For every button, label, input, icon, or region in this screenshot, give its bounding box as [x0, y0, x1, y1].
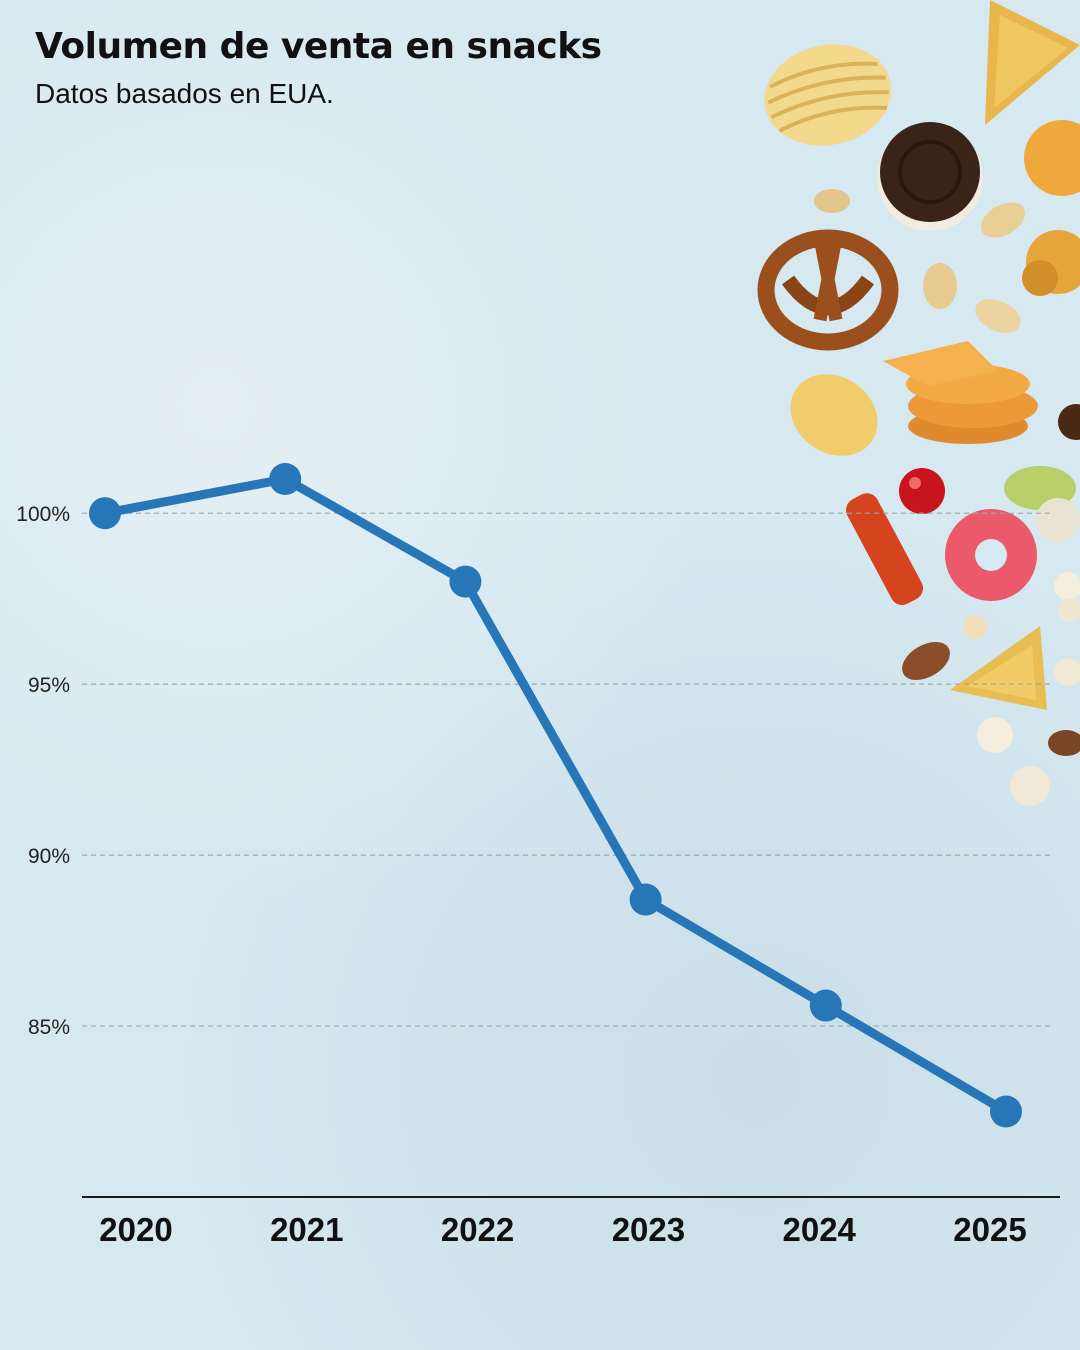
x-tick-label: 2022: [441, 1211, 514, 1248]
x-tick-label: 2020: [99, 1211, 172, 1248]
y-tick-label: 85%: [28, 1016, 70, 1039]
series-main: [89, 463, 1022, 1128]
y-tick-label: 90%: [28, 845, 70, 868]
y-tick-label: 95%: [28, 674, 70, 697]
y-tick-label: 100%: [16, 503, 70, 526]
y-axis-ticks: 100% 95% 90% 85%: [16, 503, 70, 1039]
data-point: [990, 1095, 1022, 1128]
data-point: [629, 883, 662, 916]
data-point: [89, 497, 121, 530]
x-tick-label: 2021: [270, 1211, 343, 1248]
data-point: [269, 463, 302, 495]
series-line: [100, 474, 1011, 1117]
data-point: [809, 989, 842, 1022]
grid-lines: [82, 512, 1054, 1027]
chart-title: Volumen de venta en snacks: [35, 26, 602, 67]
x-tick-label: 2023: [612, 1211, 685, 1248]
data-point: [449, 565, 482, 598]
x-tick-label: 2024: [782, 1211, 856, 1248]
x-tick-label: 2025: [953, 1211, 1026, 1248]
x-axis-ticks: 2020 2021 2022 2023 2024 2025: [99, 1211, 1026, 1248]
chart-subtitle: Datos basados en EUA.: [35, 78, 334, 109]
